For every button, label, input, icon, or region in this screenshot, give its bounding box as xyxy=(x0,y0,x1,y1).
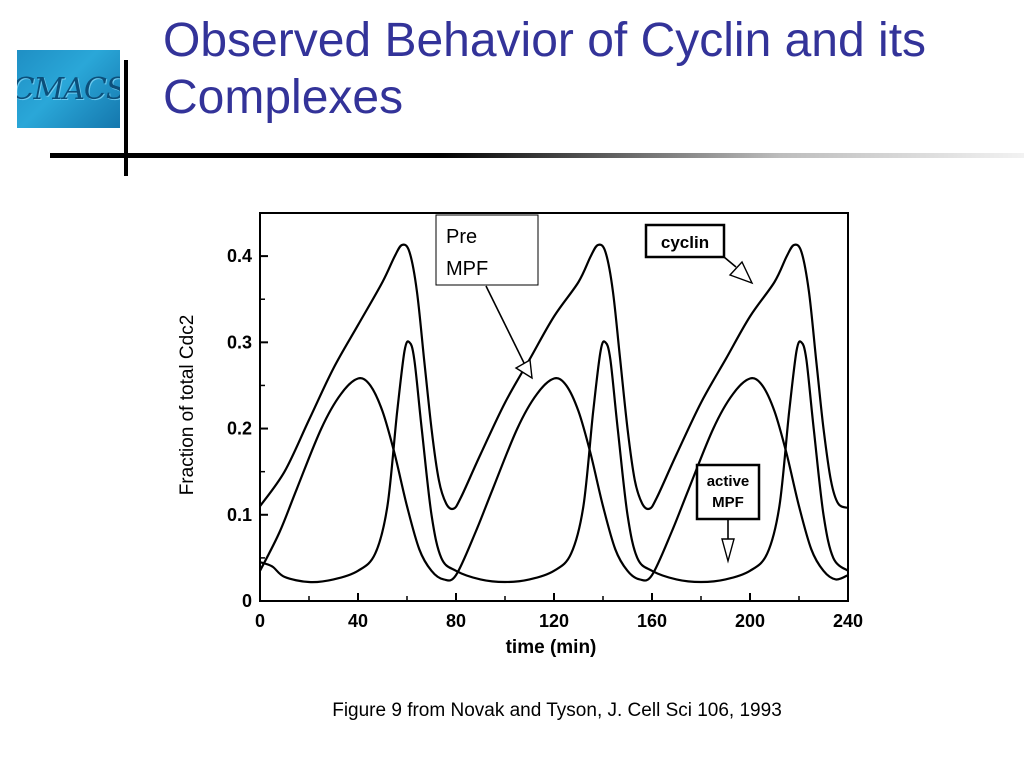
pre-mpf-pointer xyxy=(485,285,526,366)
title-horizontal-rule xyxy=(50,153,1024,158)
pre-mpf-label-box xyxy=(435,214,539,286)
x-tick-label: 200 xyxy=(735,611,765,631)
cyclin-label: cyclin xyxy=(661,233,709,252)
x-tick-label: 0 xyxy=(255,611,265,631)
cyclin-pointer xyxy=(723,256,737,268)
slide-title: Observed Behavior of Cyclin and its Comp… xyxy=(163,14,927,124)
x-axis-label: time (min) xyxy=(506,637,597,658)
chart-svg: 0 40 80 120 160 200 240 0 0.1 0.2 0.3 0.4 time (min… xyxy=(177,212,863,658)
x-tick-label: 160 xyxy=(637,611,667,631)
series-layer xyxy=(259,243,849,584)
tick-layer: 0 40 80 120 160 200 240 0 0.1 0.2 0.3 0.4 xyxy=(227,246,863,631)
y-tick-label: 0.3 xyxy=(227,332,252,352)
y-axis-label: Fraction of total Cdc2 xyxy=(177,315,198,496)
pre-mpf-label-line2: MPF xyxy=(446,258,488,280)
series-line-pre-mpf xyxy=(259,377,849,582)
x-tick-label: 40 xyxy=(348,611,368,631)
y-tick-label: 0 xyxy=(242,591,252,611)
cmacs-logo: CMACS xyxy=(17,50,120,128)
logo-text: CMACS xyxy=(17,71,120,107)
series-line-active-mpf xyxy=(259,340,849,584)
cyclin-label-box xyxy=(644,223,726,259)
x-tick-label: 240 xyxy=(833,611,863,631)
active-mpf-arrowhead xyxy=(721,538,735,564)
y-tick-label: 0.1 xyxy=(227,505,252,525)
active-mpf-label-line2: MPF xyxy=(712,494,744,511)
pre-mpf-arrowhead xyxy=(514,358,533,380)
active-mpf-label-line1: active xyxy=(707,473,750,490)
cyclin-chart: 0 40 80 120 160 200 240 0 0.1 0.2 0.3 0.4 time (min… xyxy=(160,195,880,680)
cyclin-arrowhead xyxy=(728,260,754,285)
active-mpf-label-box xyxy=(695,463,761,521)
y-tick-label: 0.2 xyxy=(227,419,252,439)
pre-mpf-label-line1: Pre xyxy=(446,226,477,248)
figure-caption: Figure 9 from Novak and Tyson, J. Cell S… xyxy=(332,700,782,721)
series-line-cyclin xyxy=(259,243,849,511)
title-vertical-rule xyxy=(124,60,128,176)
y-tick-label: 0.4 xyxy=(227,246,252,266)
x-tick-label: 80 xyxy=(446,611,466,631)
x-tick-label: 120 xyxy=(539,611,569,631)
plot-frame xyxy=(259,212,849,602)
